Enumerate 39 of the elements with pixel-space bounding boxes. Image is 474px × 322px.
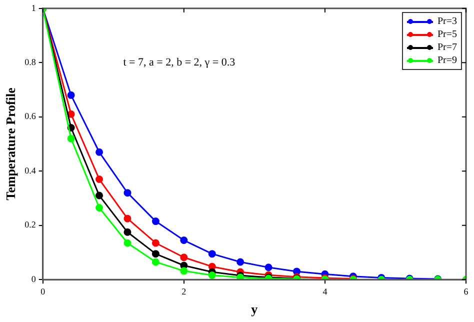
y-tick-label: 0.8 [24, 57, 36, 67]
point [180, 236, 188, 244]
point [208, 272, 216, 280]
point [96, 176, 104, 184]
legend-label: Pr=9 [437, 54, 457, 68]
point [152, 258, 160, 266]
y-tick-label: 0.4 [24, 165, 36, 176]
y-tick-label: 0.2 [24, 220, 36, 230]
point [96, 204, 104, 212]
point [67, 91, 75, 99]
legend-label: Pr=3 [437, 15, 457, 28]
point [236, 258, 244, 266]
point [152, 250, 160, 258]
y-tick-label: 0 [31, 274, 36, 284]
point [152, 239, 160, 247]
x-tick-label: 6 [464, 286, 469, 296]
point [264, 264, 272, 272]
point [180, 254, 188, 262]
point [124, 228, 132, 236]
point [124, 239, 132, 247]
point [96, 148, 104, 156]
point [208, 250, 216, 258]
legend-label: Pr=5 [437, 28, 457, 42]
annotation: t = 7, a = 2, b = 2, γ = 0.3 [123, 56, 236, 69]
point [124, 214, 132, 222]
x-tick-label: 4 [322, 286, 328, 296]
point [67, 134, 75, 142]
point [96, 192, 104, 200]
point [67, 110, 75, 118]
y-tick-label: 1 [31, 2, 36, 13]
y-tick-label: 0.6 [24, 111, 36, 122]
point [180, 267, 188, 275]
x-axis-title: y [251, 302, 258, 317]
y-axis-title: Temperature Profile [3, 87, 18, 200]
point [124, 189, 132, 197]
legend-label: Pr=7 [437, 41, 457, 54]
x-tick-label: 2 [182, 286, 186, 296]
point [152, 218, 160, 226]
x-tick-label: 0 [40, 286, 46, 296]
